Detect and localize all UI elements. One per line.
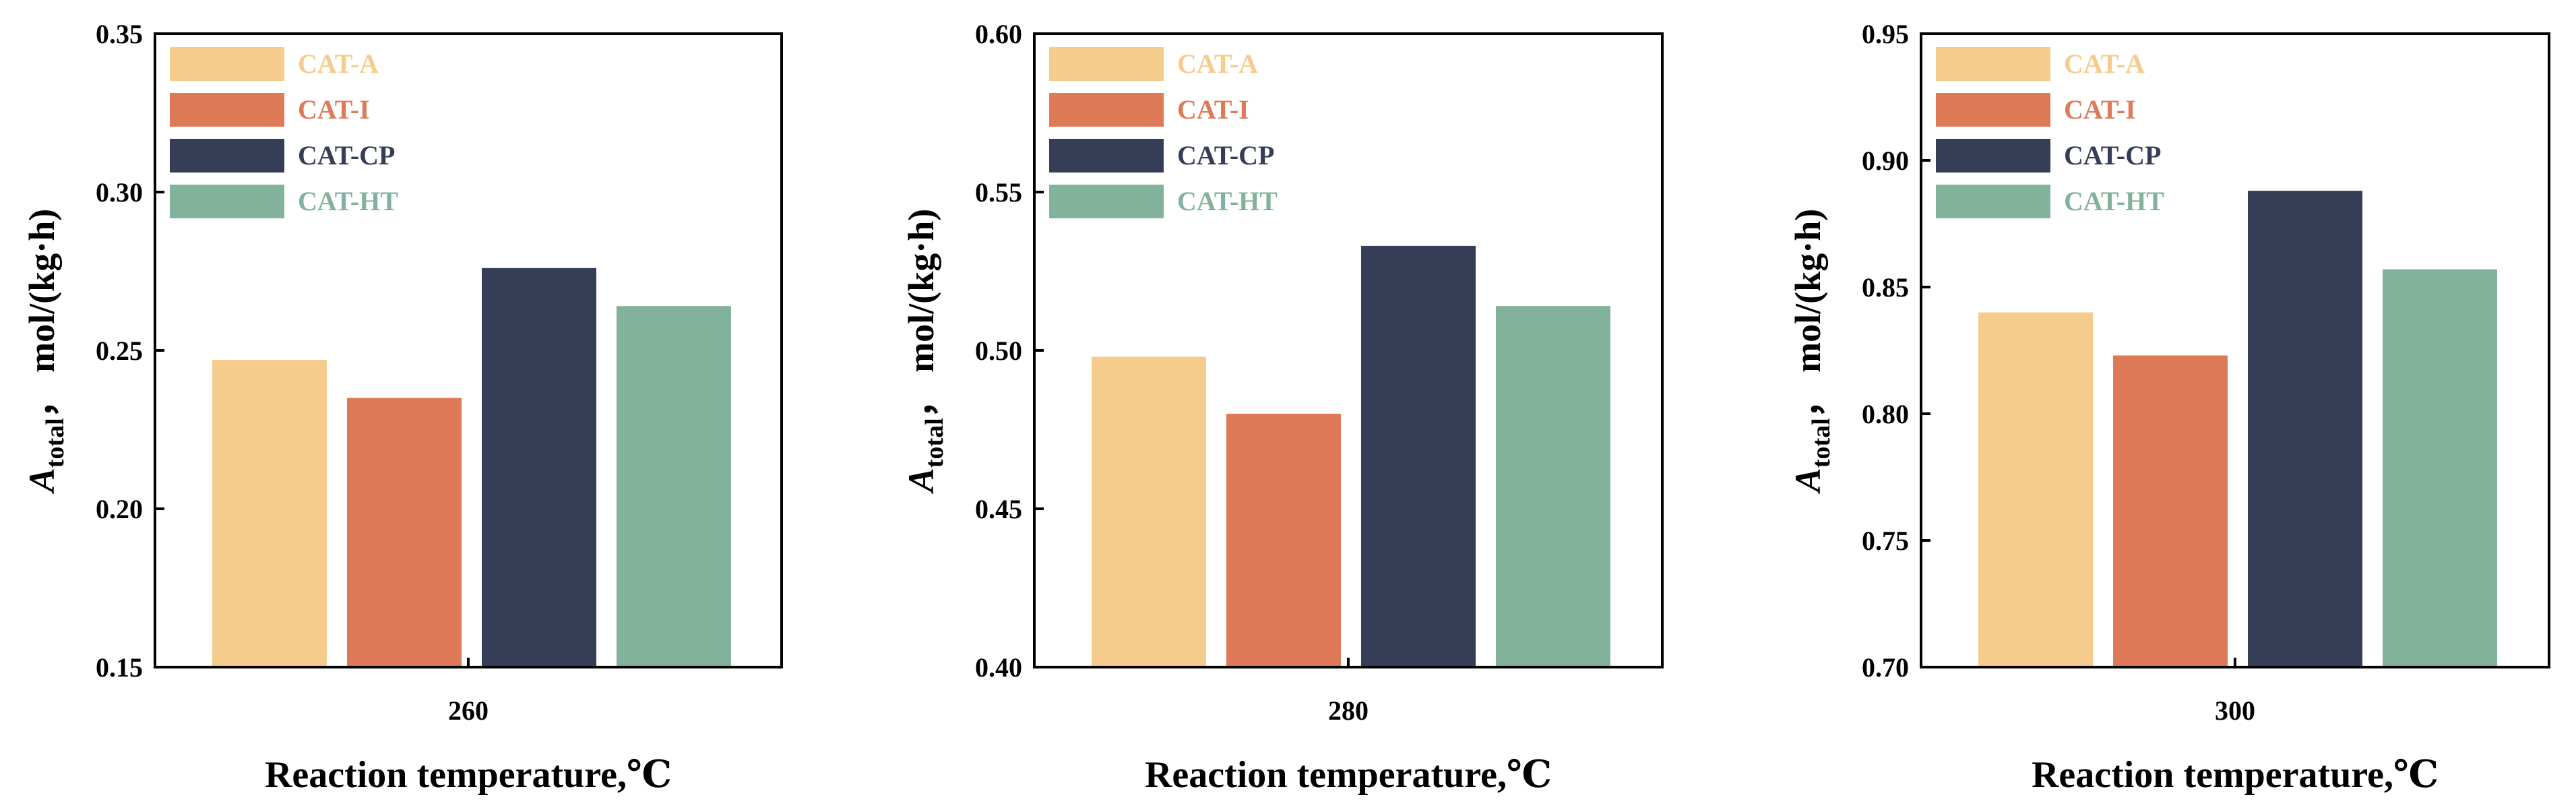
y-tick-label: 0.95 — [1862, 19, 1909, 49]
legend-label-cat-cp: CAT-CP — [1177, 140, 1274, 170]
y-axis-label: Atotal， mol/(kg·h) — [901, 209, 949, 494]
y-tick-label: 0.50 — [975, 336, 1022, 366]
y-tick-label: 0.40 — [975, 652, 1022, 683]
legend-label-cat-i: CAT-I — [1177, 94, 1249, 125]
bar-cat-i — [347, 398, 462, 667]
legend-label-cat-a: CAT-A — [298, 49, 379, 79]
y-axis-symbol: A — [22, 468, 62, 494]
chart-panel-300: 0.70 0.75 0.80 0.85 0.90 0.95 300 Reaction temp… — [1788, 19, 2550, 796]
legend-swatch-cat-i — [1936, 93, 2050, 127]
x-axis-label: Reaction temperature,℃ — [1145, 754, 1552, 796]
y-tick-label: 0.70 — [1862, 652, 1909, 683]
legend-swatch-cat-ht — [170, 185, 284, 218]
bar-cat-ht — [1496, 306, 1610, 667]
y-tick-label: 0.15 — [96, 652, 143, 683]
y-axis-symbol: A — [1788, 468, 1828, 494]
y-tick-label: 0.30 — [96, 177, 143, 208]
x-axis-label: Reaction temperature,℃ — [265, 754, 672, 796]
legend-swatch-cat-i — [170, 93, 284, 127]
y-tick-label: 0.60 — [975, 19, 1022, 49]
legend: CAT-A CAT-I CAT-CP CAT-HT — [1936, 47, 2164, 218]
legend-label-cat-cp: CAT-CP — [2064, 140, 2161, 170]
x-tick-label: 260 — [448, 695, 489, 726]
x-tick-label: 280 — [1328, 695, 1369, 726]
y-axis-unit: ， mol/(kg·h) — [1788, 209, 1828, 418]
legend-swatch-cat-i — [1049, 93, 1164, 127]
y-axis-symbol: A — [901, 468, 941, 494]
bar-cat-a — [1978, 312, 2093, 668]
legend: CAT-A CAT-I CAT-CP CAT-HT — [1049, 47, 1278, 218]
legend: CAT-A CAT-I CAT-CP CAT-HT — [170, 47, 398, 218]
y-tick-label: 0.55 — [975, 177, 1022, 208]
bar-cat-cp — [2248, 191, 2362, 667]
legend-label-cat-ht: CAT-HT — [298, 186, 398, 216]
chart-panel-280: 0.40 0.45 0.50 0.55 0.60 280 Reaction temperat… — [901, 19, 1664, 796]
bar-cat-a — [1092, 356, 1206, 667]
y-tick-label: 0.35 — [96, 19, 143, 49]
y-tick-label: 0.90 — [1862, 146, 1909, 176]
legend-label-cat-i: CAT-I — [2064, 94, 2136, 125]
legend-swatch-cat-cp — [1936, 139, 2050, 173]
legend-label-cat-i: CAT-I — [298, 94, 370, 125]
x-tick-label: 300 — [2215, 695, 2255, 726]
y-axis-label: Atotal， mol/(kg·h) — [1788, 209, 1835, 494]
y-tick-label: 0.20 — [96, 494, 143, 524]
bar-cat-a — [212, 360, 327, 667]
chart-panel-260: 0.15 0.20 0.25 0.30 0.35 260 Reaction temperat… — [22, 19, 783, 796]
legend-label-cat-a: CAT-A — [2064, 49, 2145, 79]
y-tick-label: 0.85 — [1862, 272, 1909, 303]
legend-label-cat-ht: CAT-HT — [2064, 186, 2164, 216]
legend-swatch-cat-ht — [1936, 185, 2050, 218]
legend-swatch-cat-cp — [1049, 139, 1164, 173]
y-tick-label: 0.25 — [96, 336, 143, 366]
y-axis-subscript: total — [920, 418, 949, 468]
y-tick-label: 0.45 — [975, 494, 1022, 524]
legend-swatch-cat-ht — [1049, 185, 1164, 218]
legend-swatch-cat-a — [1936, 47, 2050, 81]
y-tick-label: 0.75 — [1862, 526, 1909, 556]
legend-label-cat-cp: CAT-CP — [298, 140, 395, 170]
bar-cat-cp — [482, 268, 596, 667]
y-axis-unit: ， mol/(kg·h) — [22, 209, 62, 418]
legend-label-cat-a: CAT-A — [1177, 49, 1258, 79]
y-axis-subscript: total — [1807, 418, 1835, 468]
y-axis-label: Atotal， mol/(kg·h) — [22, 209, 69, 494]
legend-swatch-cat-a — [1049, 47, 1164, 81]
y-axis-unit: ， mol/(kg·h) — [901, 209, 941, 418]
x-axis-label: Reaction temperature,℃ — [2032, 754, 2439, 796]
bar-cat-ht — [617, 306, 731, 667]
bar-cat-ht — [2383, 269, 2497, 667]
bar-cat-i — [1226, 414, 1341, 667]
y-axis-subscript: total — [41, 418, 69, 468]
legend-swatch-cat-cp — [170, 139, 284, 173]
bar-cat-cp — [1361, 245, 1476, 667]
legend-swatch-cat-a — [170, 47, 284, 81]
bar-cat-i — [2113, 355, 2228, 667]
y-tick-label: 0.80 — [1862, 399, 1909, 429]
legend-label-cat-ht: CAT-HT — [1177, 186, 1278, 216]
